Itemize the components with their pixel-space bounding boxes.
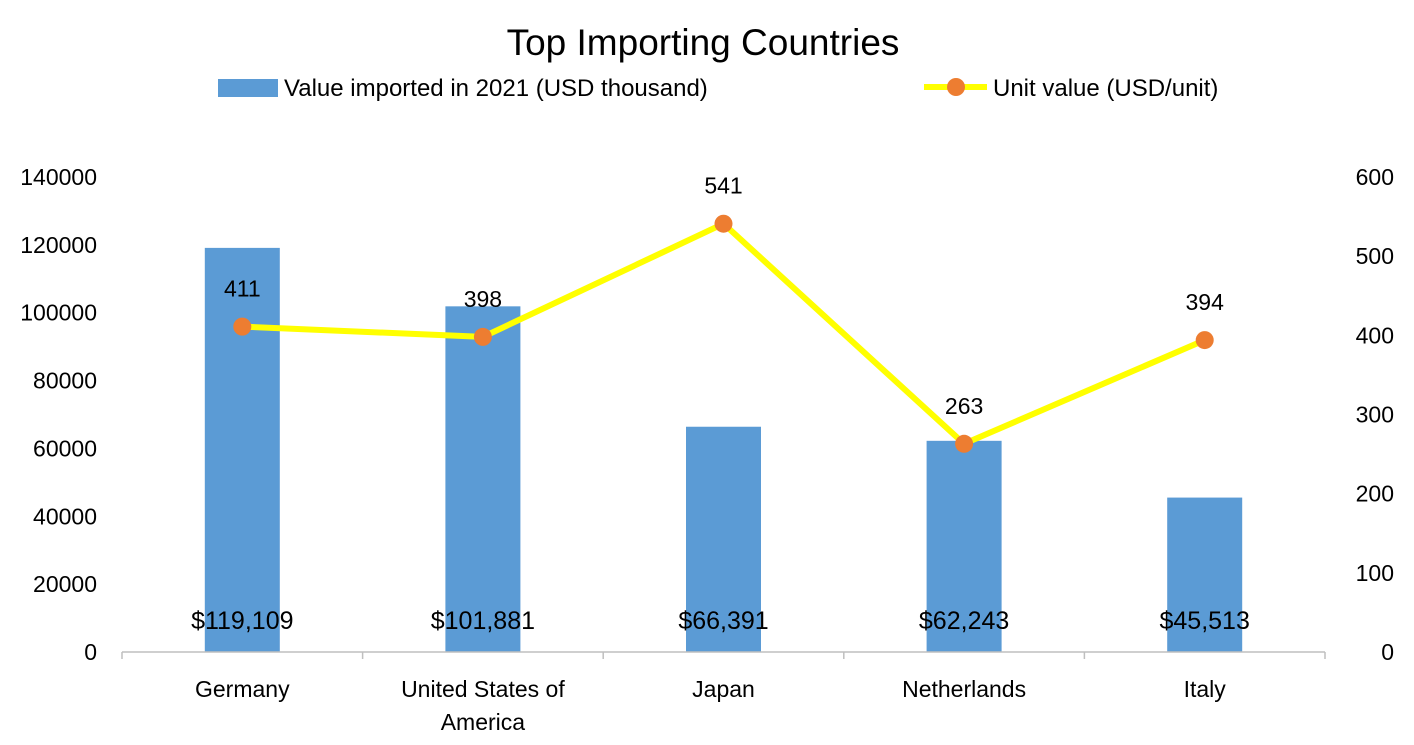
line-data-label: 411 (224, 276, 261, 302)
bar (926, 440, 1002, 652)
legend-bar-label: Value imported in 2021 (USD thousand) (284, 75, 708, 102)
left-y-axis: 0 20000 40000 60000 80000 100000 120000 140000 (20, 164, 97, 665)
line-series (233, 214, 1214, 453)
left-axis-tick-label: 140000 (20, 164, 97, 190)
left-axis-tick-label: 100000 (20, 300, 97, 326)
right-axis-tick-label: 0 (1381, 639, 1394, 665)
line-data-labels: 411 398 541 263 394 (224, 173, 1224, 419)
line-point (955, 434, 974, 453)
left-axis-tick-label: 20000 (33, 571, 97, 597)
category-label: Germany (195, 676, 290, 702)
left-axis-tick-label: 0 (84, 639, 97, 665)
line-point (473, 327, 492, 346)
right-axis-tick-label: 400 (1356, 322, 1394, 348)
x-axis (121, 651, 1326, 659)
bar-data-label: $62,243 (919, 607, 1009, 635)
legend-marker-swatch (947, 78, 965, 96)
chart-title: Top Importing Countries (507, 22, 900, 63)
bar (1167, 497, 1243, 652)
series-line (239, 220, 1208, 447)
right-y-axis: 0 100 200 300 400 500 600 (1356, 164, 1394, 665)
bar-data-label: $101,881 (431, 607, 535, 635)
right-axis-tick-label: 600 (1356, 164, 1394, 190)
category-label: United States of America (401, 676, 565, 735)
left-axis-tick-label: 40000 (33, 503, 97, 529)
line-data-label: 541 (704, 173, 742, 199)
right-axis-tick-label: 200 (1356, 481, 1394, 507)
category-label: Japan (692, 676, 755, 702)
category-label: Netherlands (902, 676, 1026, 702)
bar-data-labels: $119,109 $101,881 $66,391 $62,243 $45,513 (191, 607, 1250, 635)
right-axis-tick-label: 100 (1356, 560, 1394, 586)
bar (445, 306, 521, 652)
left-axis-tick-label: 80000 (33, 368, 97, 394)
category-label: Italy (1184, 676, 1227, 702)
right-axis-tick-label: 300 (1356, 402, 1394, 428)
left-axis-tick-label: 60000 (33, 435, 97, 461)
bar (686, 426, 761, 652)
bar-data-label: $119,109 (191, 607, 293, 635)
bar-series (204, 247, 1243, 652)
legend-line-label: Unit value (USD/unit) (993, 75, 1218, 102)
bar (204, 247, 280, 652)
line-data-label: 263 (945, 393, 983, 419)
legend: Value imported in 2021 (USD thousand) Un… (218, 75, 1218, 102)
bar-data-label: $66,391 (678, 607, 768, 635)
line-data-label: 394 (1186, 289, 1225, 315)
line-data-label: 398 (464, 286, 502, 312)
category-labels: Germany United States of America Japan Nethe… (195, 676, 1226, 735)
line-point (1195, 331, 1214, 350)
legend-bar-swatch (218, 79, 278, 97)
left-axis-tick-label: 120000 (20, 232, 97, 258)
line-point (714, 214, 733, 233)
right-axis-tick-label: 500 (1356, 243, 1394, 269)
line-point (233, 317, 252, 336)
bar-data-label: $45,513 (1160, 607, 1250, 635)
